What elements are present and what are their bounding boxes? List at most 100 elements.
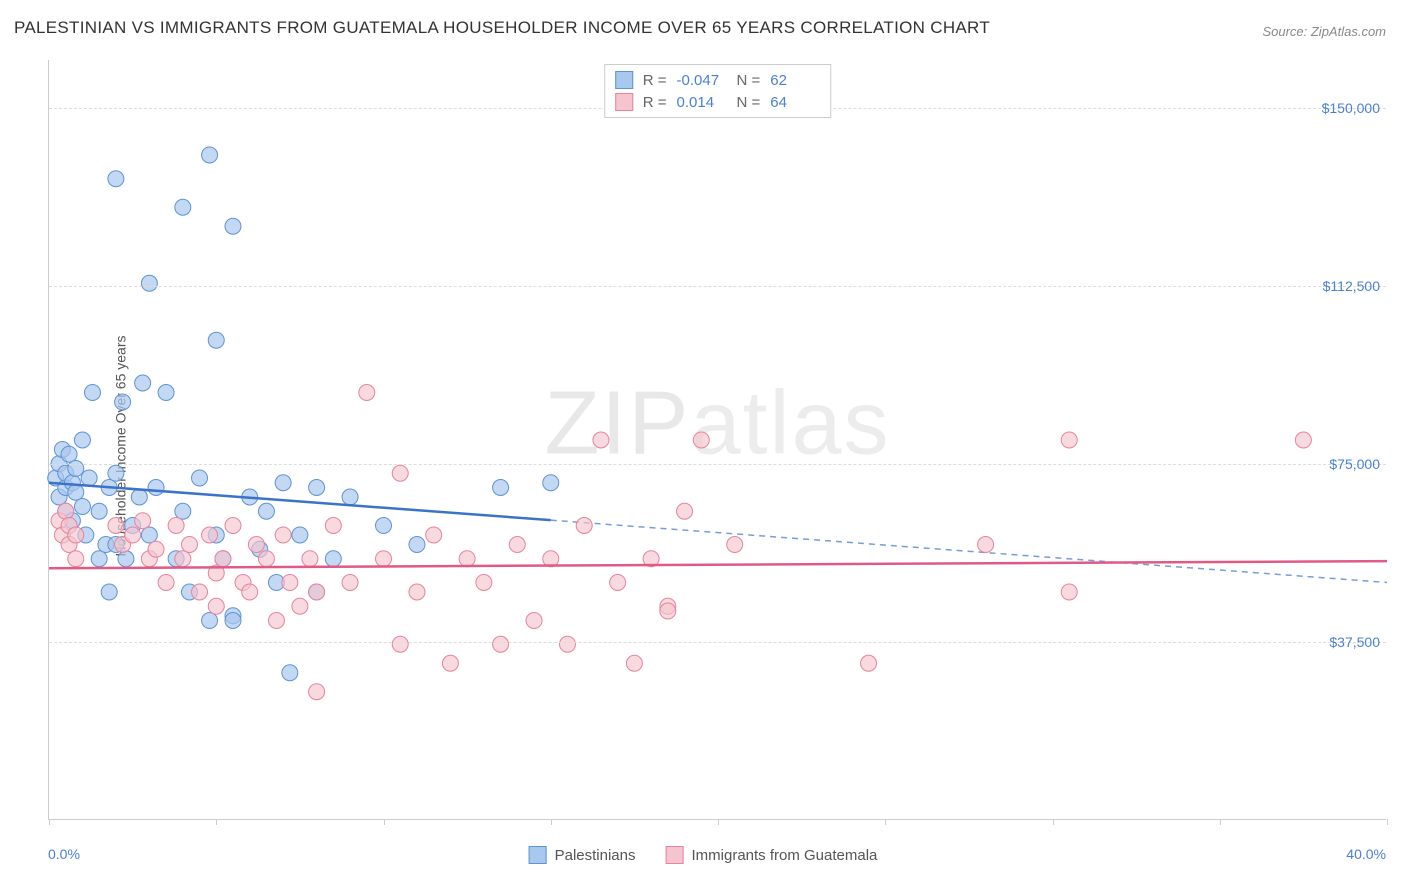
scatter-point-palestinians xyxy=(135,375,151,391)
legend-label: Immigrants from Guatemala xyxy=(692,847,878,864)
scatter-point-palestinians xyxy=(175,199,191,215)
scatter-point-palestinians xyxy=(91,551,107,567)
y-tick-label: $75,000 xyxy=(1329,456,1380,472)
x-tick-mark xyxy=(885,819,886,825)
scatter-point-palestinians xyxy=(68,484,84,500)
scatter-point-guatemala xyxy=(309,684,325,700)
scatter-point-guatemala xyxy=(442,655,458,671)
scatter-point-guatemala xyxy=(1061,432,1077,448)
chart-plot-area: ZIPatlas R =-0.047N =62R =0.014N =64 $37… xyxy=(48,60,1386,820)
scatter-point-guatemala xyxy=(58,503,74,519)
scatter-point-palestinians xyxy=(192,470,208,486)
scatter-point-guatemala xyxy=(626,655,642,671)
scatter-plot-svg xyxy=(49,60,1386,819)
x-tick-mark xyxy=(551,819,552,825)
x-tick-mark xyxy=(216,819,217,825)
scatter-point-guatemala xyxy=(208,598,224,614)
chart-title: PALESTINIAN VS IMMIGRANTS FROM GUATEMALA… xyxy=(14,18,990,38)
r-label: R = xyxy=(643,72,667,89)
scatter-point-palestinians xyxy=(141,527,157,543)
n-value: 62 xyxy=(770,72,820,89)
scatter-point-guatemala xyxy=(727,537,743,553)
r-value: -0.047 xyxy=(677,72,727,89)
scatter-point-guatemala xyxy=(593,432,609,448)
scatter-point-palestinians xyxy=(118,551,134,567)
scatter-point-palestinians xyxy=(74,432,90,448)
scatter-point-guatemala xyxy=(509,537,525,553)
scatter-point-guatemala xyxy=(302,551,318,567)
scatter-point-guatemala xyxy=(168,518,184,534)
regression-line-guatemala xyxy=(49,561,1387,568)
scatter-point-palestinians xyxy=(225,218,241,234)
y-tick-label: $150,000 xyxy=(1322,100,1380,116)
scatter-point-palestinians xyxy=(81,470,97,486)
scatter-point-guatemala xyxy=(978,537,994,553)
scatter-point-palestinians xyxy=(543,475,559,491)
legend-swatch-icon xyxy=(529,846,547,864)
gridline-horizontal xyxy=(49,286,1386,287)
scatter-point-guatemala xyxy=(426,527,442,543)
scatter-point-palestinians xyxy=(208,332,224,348)
scatter-point-guatemala xyxy=(677,503,693,519)
scatter-point-palestinians xyxy=(258,503,274,519)
scatter-point-palestinians xyxy=(91,503,107,519)
scatter-point-palestinians xyxy=(376,518,392,534)
scatter-point-guatemala xyxy=(215,551,231,567)
scatter-point-guatemala xyxy=(275,527,291,543)
scatter-point-palestinians xyxy=(84,385,100,401)
scatter-point-guatemala xyxy=(526,613,542,629)
scatter-point-guatemala xyxy=(392,636,408,652)
scatter-point-palestinians xyxy=(158,385,174,401)
scatter-point-guatemala xyxy=(225,518,241,534)
scatter-point-guatemala xyxy=(292,598,308,614)
x-tick-mark xyxy=(1220,819,1221,825)
scatter-point-palestinians xyxy=(61,446,77,462)
scatter-point-guatemala xyxy=(242,584,258,600)
scatter-point-guatemala xyxy=(268,613,284,629)
scatter-point-guatemala xyxy=(660,603,676,619)
x-tick-mark xyxy=(718,819,719,825)
n-label: N = xyxy=(737,72,761,89)
correlation-legend-row-palestinians: R = -0.047 N = 62 xyxy=(615,69,821,91)
correlation-legend: R =-0.047N =62R =0.014N =64 xyxy=(604,64,832,118)
scatter-point-guatemala xyxy=(576,518,592,534)
scatter-point-guatemala xyxy=(68,551,84,567)
scatter-point-guatemala xyxy=(181,537,197,553)
x-tick-mark xyxy=(1387,819,1388,825)
scatter-point-guatemala xyxy=(1061,584,1077,600)
legend-swatch-icon xyxy=(666,846,684,864)
scatter-point-guatemala xyxy=(192,584,208,600)
scatter-point-palestinians xyxy=(409,537,425,553)
legend-swatch-icon xyxy=(615,93,633,111)
scatter-point-palestinians xyxy=(225,613,241,629)
scatter-point-palestinians xyxy=(342,489,358,505)
scatter-point-palestinians xyxy=(493,480,509,496)
scatter-point-guatemala xyxy=(148,541,164,557)
scatter-point-guatemala xyxy=(309,584,325,600)
y-tick-label: $37,500 xyxy=(1329,634,1380,650)
scatter-point-guatemala xyxy=(258,551,274,567)
scatter-point-guatemala xyxy=(342,575,358,591)
scatter-point-guatemala xyxy=(135,513,151,529)
scatter-point-guatemala xyxy=(1295,432,1311,448)
scatter-point-palestinians xyxy=(74,499,90,515)
gridline-horizontal xyxy=(49,464,1386,465)
scatter-point-guatemala xyxy=(158,575,174,591)
legend-item: Palestinians xyxy=(529,846,636,864)
scatter-point-guatemala xyxy=(125,527,141,543)
x-axis-max-label: 40.0% xyxy=(1346,846,1386,862)
scatter-point-palestinians xyxy=(275,475,291,491)
scatter-point-guatemala xyxy=(559,636,575,652)
scatter-point-palestinians xyxy=(292,527,308,543)
x-tick-mark xyxy=(49,819,50,825)
scatter-point-palestinians xyxy=(175,503,191,519)
scatter-point-guatemala xyxy=(459,551,475,567)
scatter-point-guatemala xyxy=(409,584,425,600)
scatter-point-palestinians xyxy=(108,171,124,187)
scatter-point-guatemala xyxy=(493,636,509,652)
scatter-point-guatemala xyxy=(861,655,877,671)
scatter-point-guatemala xyxy=(610,575,626,591)
scatter-point-palestinians xyxy=(131,489,147,505)
n-label: N = xyxy=(737,94,761,111)
x-axis-min-label: 0.0% xyxy=(48,846,80,862)
